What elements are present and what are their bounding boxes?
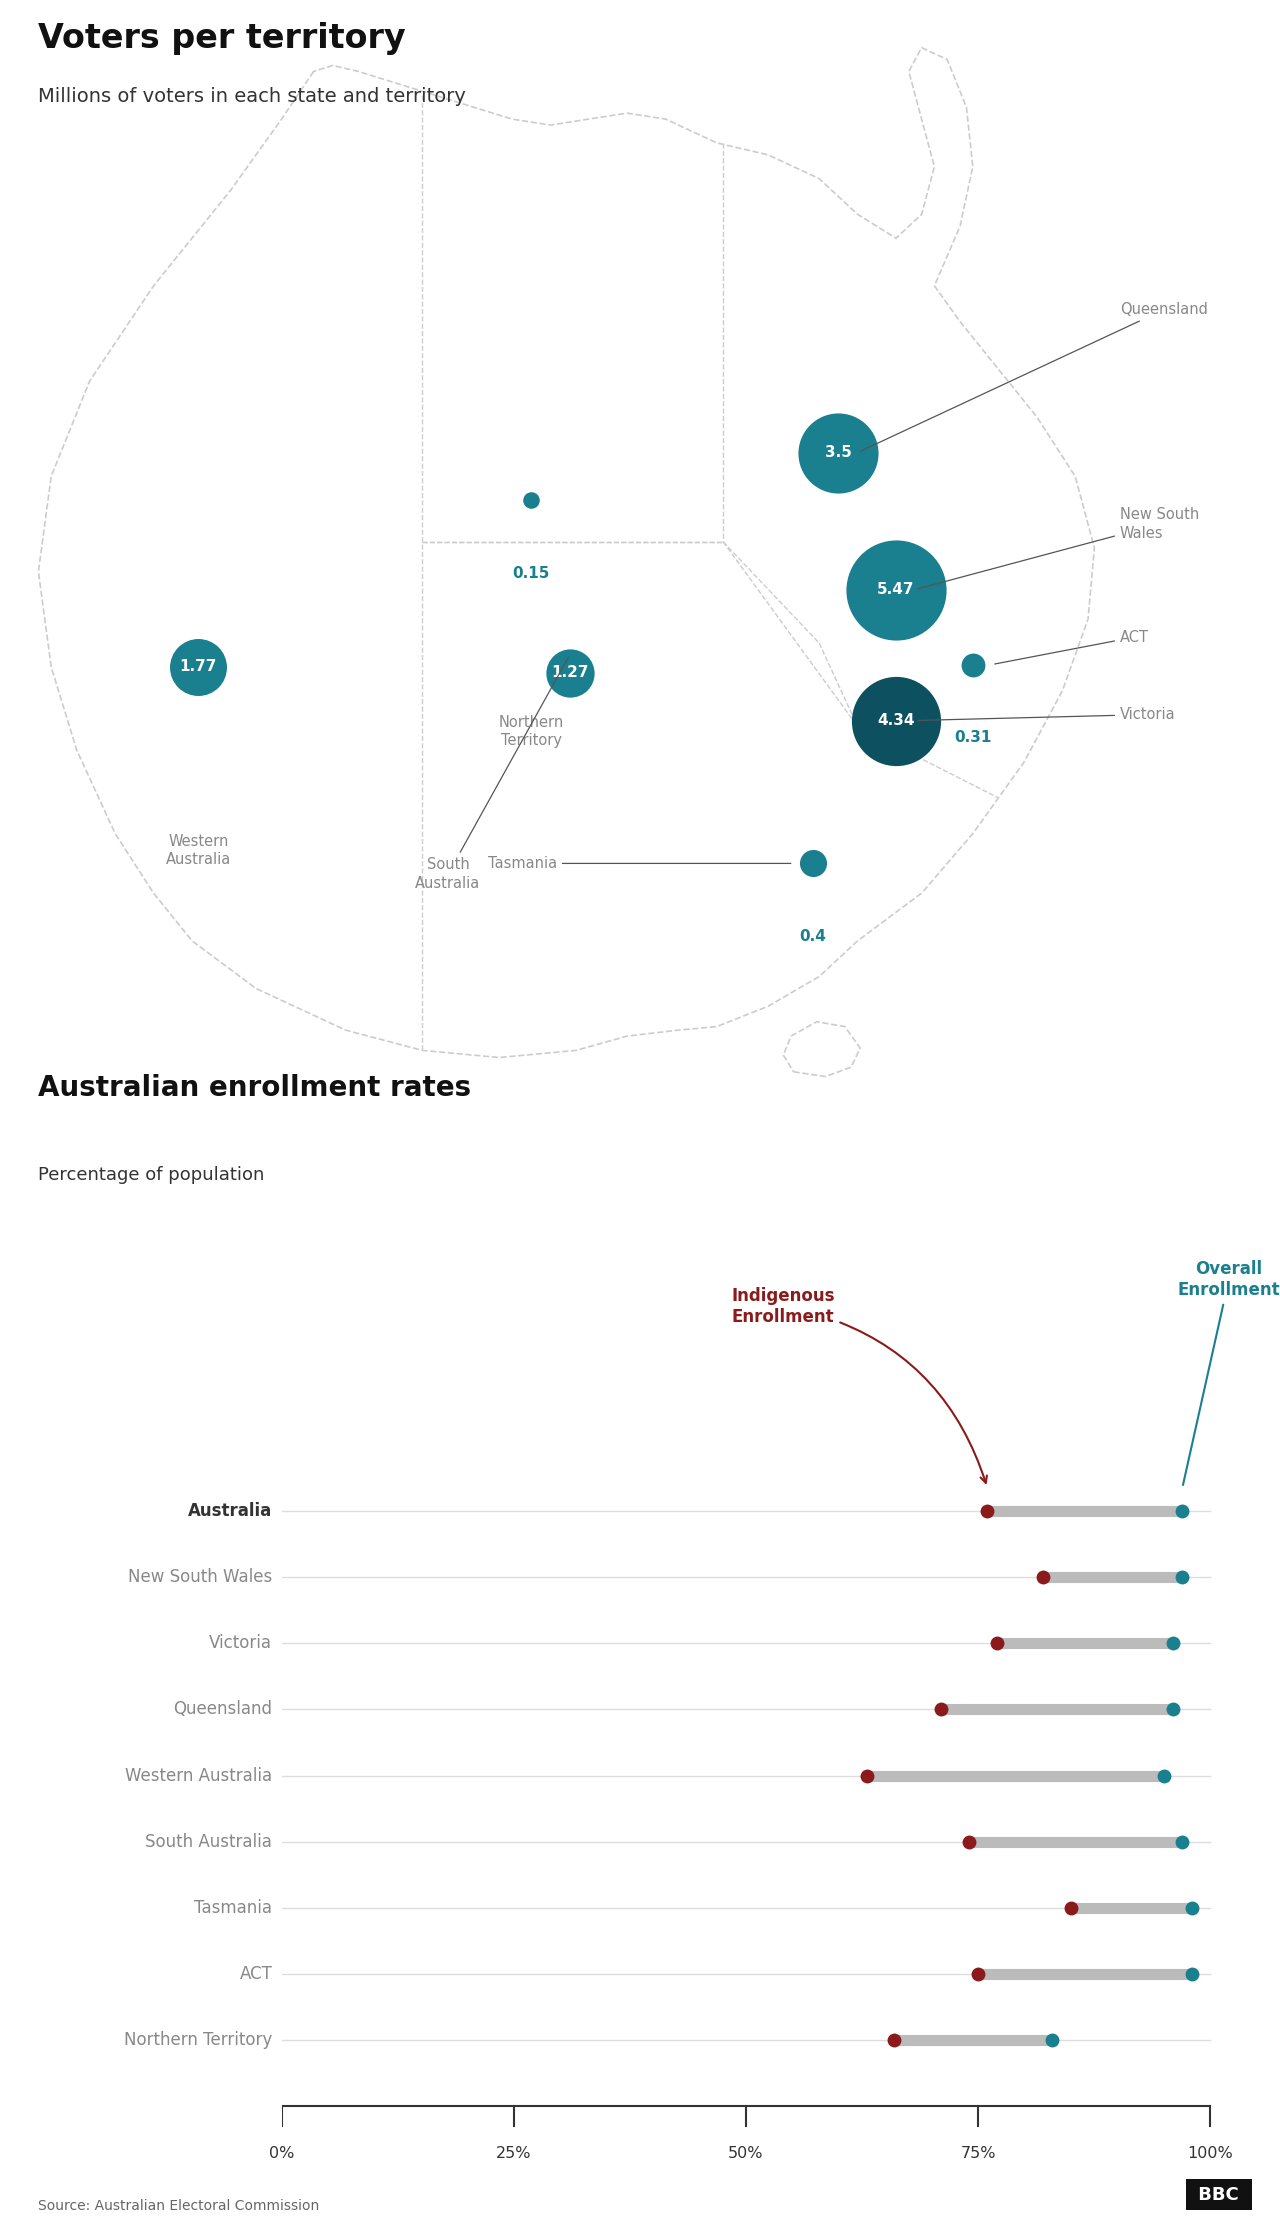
Text: Indigenous
Enrollment: Indigenous Enrollment (731, 1287, 987, 1483)
Text: New South
Wales: New South Wales (918, 508, 1199, 590)
Point (1181, 1890, 1202, 1925)
Text: Tasmania: Tasmania (195, 1899, 273, 1917)
Point (559, 654, 580, 690)
Text: 0%: 0% (269, 2146, 294, 2161)
Text: 5.47: 5.47 (877, 581, 915, 597)
Text: ACT: ACT (239, 1966, 273, 1983)
Point (1153, 1759, 1174, 1794)
Point (987, 1625, 1007, 1661)
Point (886, 703, 906, 739)
Point (828, 434, 849, 470)
Text: Queensland: Queensland (860, 303, 1208, 452)
Point (803, 846, 823, 881)
Text: Source: Australian Electoral Commission: Source: Australian Electoral Commission (38, 2199, 320, 2213)
Point (884, 2023, 905, 2059)
Text: Millions of voters in each state and territory: Millions of voters in each state and ter… (38, 87, 466, 107)
Point (521, 483, 541, 519)
Text: Western
Australia: Western Australia (166, 833, 230, 868)
Text: South Australia: South Australia (146, 1832, 273, 1850)
Text: 100%: 100% (1188, 2146, 1233, 2161)
Point (1162, 1692, 1183, 1727)
Text: Australian enrollment rates: Australian enrollment rates (38, 1073, 471, 1102)
Text: 0.31: 0.31 (954, 730, 992, 746)
Point (886, 572, 906, 608)
Text: Percentage of population: Percentage of population (38, 1166, 265, 1184)
Text: Queensland: Queensland (173, 1701, 273, 1718)
Point (977, 1494, 997, 1529)
Text: Voters per territory: Voters per territory (38, 22, 406, 56)
Text: 25%: 25% (497, 2146, 531, 2161)
Text: 1.27: 1.27 (550, 666, 589, 681)
Text: New South Wales: New South Wales (128, 1567, 273, 1587)
Text: ACT: ACT (995, 630, 1149, 663)
Text: Australia: Australia (188, 1503, 273, 1520)
Text: Northern Territory: Northern Territory (124, 2030, 273, 2050)
Text: 0.15: 0.15 (512, 565, 550, 581)
Point (1162, 1625, 1183, 1661)
Point (1172, 1823, 1193, 1859)
Text: 75%: 75% (960, 2146, 996, 2161)
Text: BBC: BBC (1193, 2186, 1245, 2204)
Point (1172, 1558, 1193, 1594)
Text: South
Australia: South Australia (416, 657, 568, 890)
Point (963, 648, 983, 683)
Text: 3.5: 3.5 (826, 445, 851, 461)
Text: Overall
Enrollment: Overall Enrollment (1178, 1260, 1280, 1485)
Text: 0.4: 0.4 (800, 928, 826, 944)
Point (1042, 2023, 1062, 2059)
Text: Western Australia: Western Australia (125, 1767, 273, 1785)
Text: Victoria: Victoria (210, 1634, 273, 1652)
Point (931, 1692, 951, 1727)
Point (959, 1823, 979, 1859)
Point (188, 650, 209, 686)
Point (1181, 1957, 1202, 1992)
Point (968, 1957, 988, 1992)
Point (1033, 1558, 1053, 1594)
Text: Northern
Territory: Northern Territory (499, 715, 563, 748)
Point (1172, 1494, 1193, 1529)
Text: 4.34: 4.34 (877, 712, 915, 728)
Point (1061, 1890, 1082, 1925)
Text: 50%: 50% (728, 2146, 764, 2161)
Text: Tasmania: Tasmania (488, 857, 791, 870)
Point (856, 1759, 877, 1794)
Text: Victoria: Victoria (918, 708, 1175, 721)
Text: 1.77: 1.77 (179, 659, 218, 674)
